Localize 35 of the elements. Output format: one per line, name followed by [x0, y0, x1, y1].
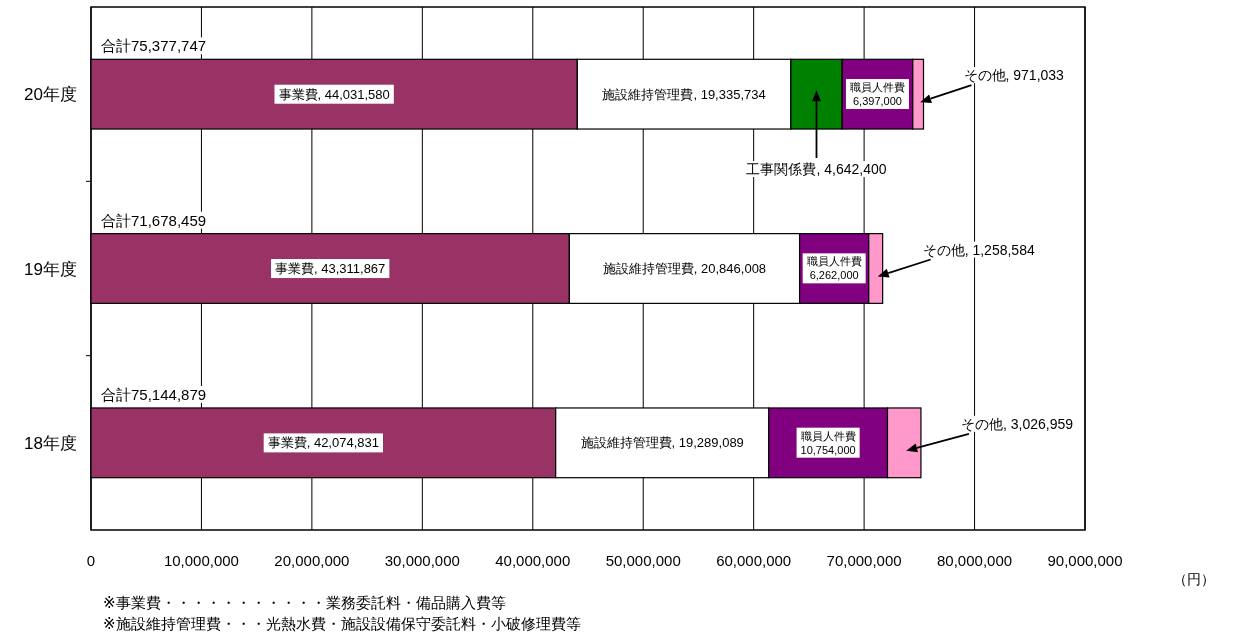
x-tick-label: 90,000,000: [1047, 552, 1123, 569]
total-label: 合計75,377,747: [101, 37, 207, 55]
legend-label: 職員人件費: [849, 81, 905, 94]
text: 工事関係費, 4,642,400: [746, 161, 887, 178]
text: 施設維持管理費, 19,335,734: [602, 86, 766, 102]
text: その他, 1,258,584: [922, 241, 1035, 258]
data-label: 6,262,000: [809, 269, 859, 282]
text: その他, 3,026,959: [960, 415, 1073, 432]
x-tick-label: 60,000,000: [716, 552, 792, 569]
text: ※施設維持管理費・・・光熱水費・施設設備保守委託料・小破修理費等: [103, 615, 581, 632]
text: ※事業費・・・・・・・・・・・業務委託料・備品購入費等: [103, 594, 506, 611]
total-label: 合計75,144,879: [101, 385, 207, 403]
text: 事業費, 44,031,580: [278, 86, 390, 102]
x-tick-label: 40,000,000: [495, 552, 571, 569]
data-label: 6,397,000: [852, 95, 902, 108]
text: 事業費, 42,074,831: [267, 435, 379, 451]
data-label: 10,754,000: [800, 443, 856, 456]
total-label: 合計71,678,459: [101, 211, 207, 229]
text: 事業費, 43,311,867: [275, 261, 386, 277]
x-tick-label: 0: [86, 552, 96, 569]
text: その他, 971,033: [963, 67, 1064, 84]
x-tick-label: 70,000,000: [826, 552, 902, 569]
x-tick-label: 80,000,000: [937, 552, 1013, 569]
text: 施設維持管理費, 19,289,089: [580, 435, 744, 451]
x-axis-title: （円）: [1173, 571, 1215, 587]
text: 職員人件費: [806, 255, 862, 268]
x-tick-label: 20,000,000: [274, 552, 350, 569]
y-tick-label: 19年度: [24, 259, 77, 279]
text: 施設維持管理費, 20,846,008: [602, 261, 767, 277]
x-tick-label: 10,000,000: [163, 552, 239, 569]
x-tick-label: 50,000,000: [605, 552, 681, 569]
text: 職員人件費: [800, 429, 856, 442]
y-tick-label: 18年度: [24, 433, 77, 453]
y-tick-label: 20年度: [24, 85, 77, 105]
x-tick-label: 30,000,000: [384, 552, 460, 569]
